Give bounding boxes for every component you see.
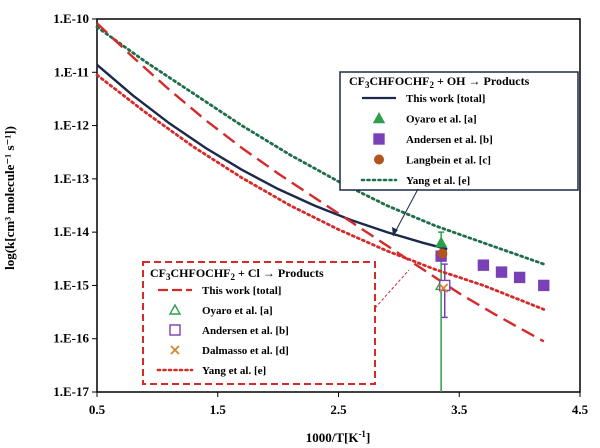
y-tick-label: 1.E-17 — [53, 384, 89, 399]
x-axis-title-main: 1000/T[K — [306, 430, 360, 445]
legend-label: Andersen et al. [b] — [202, 325, 289, 337]
legend-oh-entries: This work [total] Oyaro et al. [a] Anderse… — [360, 93, 493, 187]
data-point — [513, 271, 526, 284]
legend-cl-title-sub: 3 — [166, 272, 171, 282]
legend-cl-title: CF3CHFOCHF2 + Cl → Products — [150, 266, 324, 282]
legend-swatch — [170, 345, 180, 355]
y-tick-label: 1.E-11 — [54, 64, 89, 79]
x-tick-label: 2.5 — [330, 402, 347, 417]
plot-area — [95, 18, 581, 393]
legend-label: Dalmasso et al. [d] — [202, 345, 289, 357]
x-tick-label: 1.5 — [210, 402, 227, 417]
x-tick-label: 3.5 — [451, 402, 468, 417]
series-line — [95, 25, 546, 266]
data-point — [495, 266, 508, 278]
legend-cl-entries: This work [total] Oyaro et al. [a] Anderse… — [156, 285, 289, 377]
y-tick-label: 1.E-14 — [53, 224, 89, 239]
axis-ticks: 1.E-17 1.E-16 1.E-15 1.E-14 1.E-13 1.E-12 1.E-… — [53, 11, 588, 417]
legend-swatch — [373, 133, 385, 145]
legend-label: Yang et al. [e] — [202, 365, 266, 377]
legend-label: This work [total] — [406, 93, 485, 105]
y-tick-label: 1.E-16 — [53, 331, 89, 346]
legend-cl-title-part: CHFOCHF — [171, 266, 231, 280]
legend-oh: CF3CHFOCHF2 + OH → Products This work [t… — [339, 71, 579, 191]
data-point — [538, 279, 550, 292]
y-tick-label: 1.E-15 — [53, 277, 89, 292]
legend-cl-border — [142, 261, 376, 385]
legend-swatch — [169, 324, 181, 336]
legend-oh-title-sub: 3 — [365, 80, 370, 90]
legend-oh-title: CF3CHFOCHF2 + OH → Products — [349, 74, 530, 90]
legend-label: Langbein et al. [c] — [406, 155, 491, 167]
x-axis-title-end: ] — [366, 430, 370, 445]
legend-label: Yang et al. [e] — [406, 175, 470, 187]
legend-oh-title-part: CF — [349, 74, 365, 88]
data-point — [438, 283, 449, 293]
data-point — [477, 259, 490, 271]
legend-swatch — [372, 112, 386, 124]
x-tick-label: 0.5 — [89, 402, 106, 417]
legend-cl-title-part: CF — [150, 266, 166, 280]
legend-label: Oyaro et al. [a] — [406, 114, 477, 126]
legend-label: This work [total] — [202, 285, 281, 297]
x-tick-label: 4.5 — [572, 402, 589, 417]
legend-oh-title-part: + OH → Products — [434, 74, 530, 88]
legend-cl: CF3CHFOCHF2 + Cl → Products This work [t… — [142, 261, 376, 385]
data-point — [434, 236, 448, 248]
legend-oh-pointer — [392, 188, 419, 237]
legend-oh-title-part: CHFOCHF — [370, 74, 430, 88]
y-axis-title: log(k[cm³ molecule⁻¹ s⁻¹]) — [2, 126, 17, 270]
series-line — [96, 22, 545, 343]
legend-label: Oyaro et al. [a] — [202, 305, 273, 317]
legend-swatch — [374, 154, 384, 165]
series-line — [95, 73, 546, 311]
legend-cl-title-part: + Cl → Products — [235, 266, 324, 280]
data-point — [437, 248, 448, 259]
x-axis-title: 1000/T[K-1] — [306, 429, 371, 445]
y-tick-label: 1.E-10 — [53, 11, 89, 26]
legend-label: Andersen et al. [b] — [406, 134, 493, 146]
legend-oh-border — [339, 71, 579, 191]
legend-oh-pointer-head — [392, 227, 398, 236]
legend-cl-pointer — [374, 269, 410, 309]
y-tick-label: 1.E-13 — [53, 171, 89, 186]
x-axis-title-superscript: -1 — [358, 429, 366, 439]
series-line — [96, 63, 448, 251]
legend-swatch — [168, 303, 182, 315]
legend-oh-title-sub: 2 — [430, 80, 435, 90]
y-tick-label: 1.E-12 — [53, 118, 89, 133]
legend-cl-title-sub: 2 — [231, 272, 236, 282]
